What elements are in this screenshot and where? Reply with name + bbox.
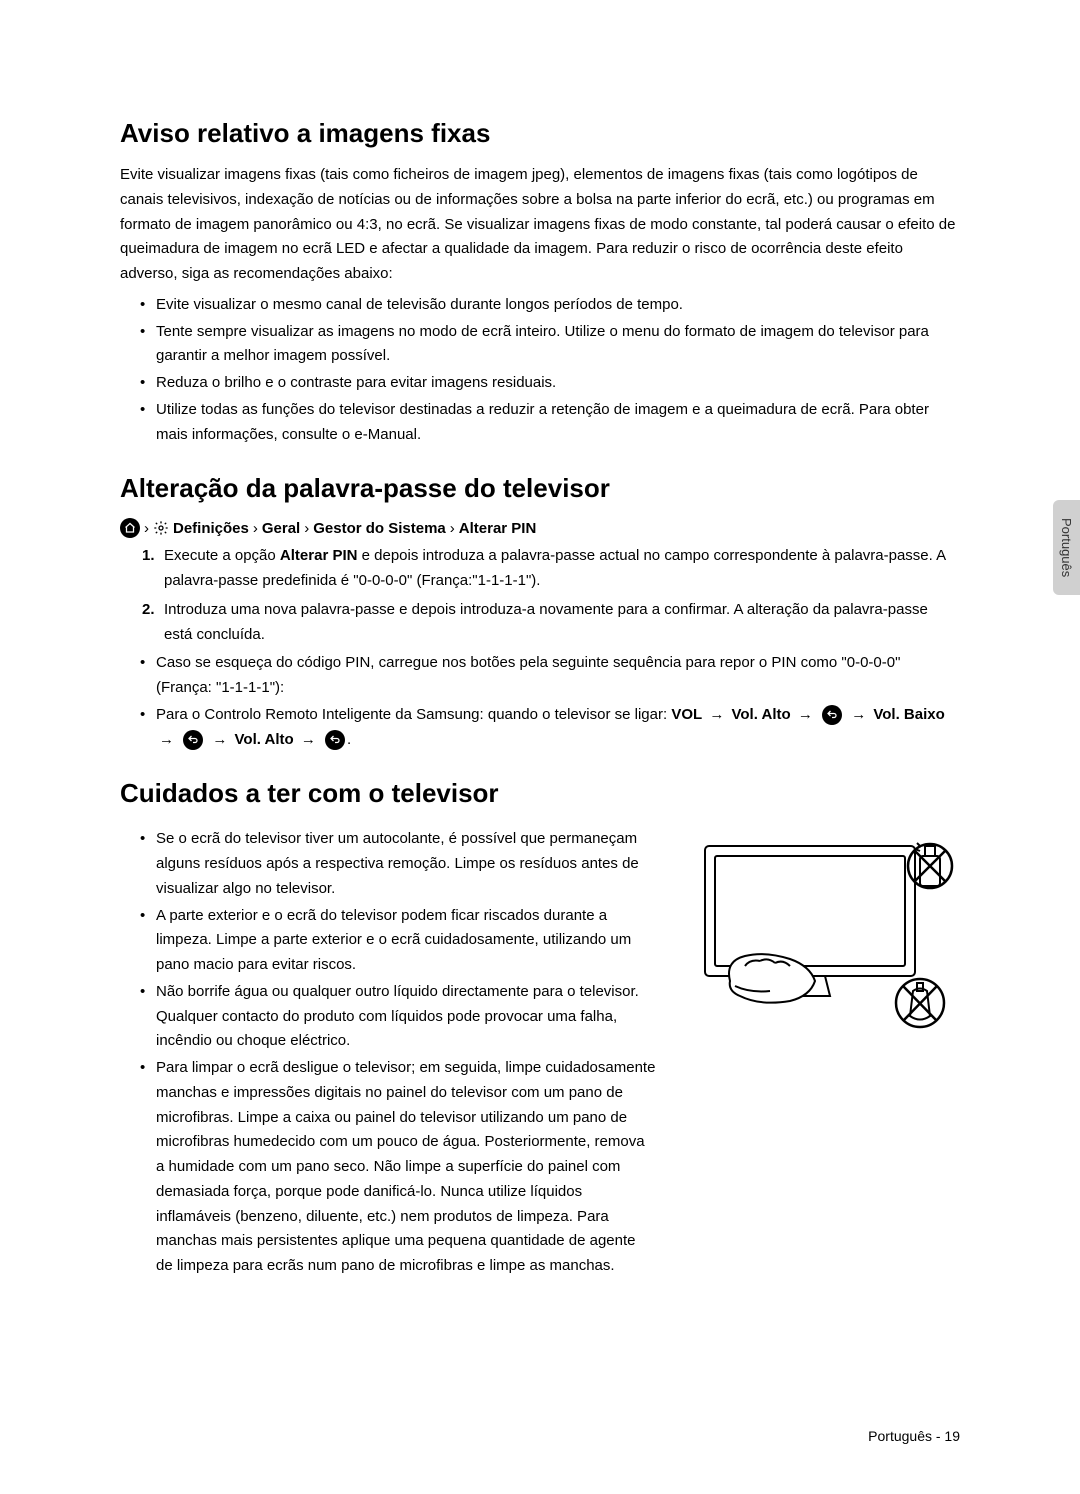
step1-bold: Alterar PIN	[280, 547, 358, 564]
nav-geral: Geral	[262, 520, 300, 537]
chevron-icon: ›	[304, 520, 309, 537]
arrow-icon: →	[159, 731, 174, 748]
arrow-icon: →	[798, 706, 813, 723]
remote-sequence: Para o Controlo Remoto Inteligente da Sa…	[120, 703, 960, 753]
step-2: 2. Introduza uma nova palavra-passe e de…	[142, 598, 960, 648]
bullet-item: Utilize todas as funções do televisor de…	[140, 398, 960, 448]
nav-path: › Definições › Geral › Gestor do Sistema…	[120, 518, 960, 538]
chevron-icon: ›	[253, 520, 258, 537]
chevron-icon: ›	[450, 520, 455, 537]
return-icon	[822, 705, 842, 725]
nav-gestor: Gestor do Sistema	[313, 520, 446, 537]
heading-cuidados: Cuidados a ter com o televisor	[120, 778, 960, 809]
vol-label: VOL	[671, 706, 702, 723]
nav-definicoes: Definições	[173, 520, 249, 537]
bullets-cuidados: Se o ecrã do televisor tiver um autocola…	[120, 827, 656, 1279]
step-1: 1. Execute a opção Alterar PIN e depois …	[142, 544, 960, 594]
nav-alterar: Alterar PIN	[459, 520, 537, 537]
bullets-aviso: Evite visualizar o mesmo canal de televi…	[120, 293, 960, 448]
vol-alto-label: Vol. Alto	[732, 706, 791, 723]
bullet-item: Reduza o brilho e o contraste para evita…	[140, 371, 960, 396]
para-aviso: Evite visualizar imagens fixas (tais com…	[120, 163, 960, 287]
heading-aviso: Aviso relativo a imagens fixas	[120, 118, 960, 149]
gear-icon	[153, 520, 169, 536]
section-alteracao: Alteração da palavra-passe do televisor …	[120, 473, 960, 752]
numbered-steps: 1. Execute a opção Alterar PIN e depois …	[120, 544, 960, 647]
page-footer: Português - 19	[868, 1428, 960, 1444]
return-icon	[183, 730, 203, 750]
heading-alteracao: Alteração da palavra-passe do televisor	[120, 473, 960, 504]
bullets-pin: Caso se esqueça do código PIN, carregue …	[120, 651, 960, 701]
arrow-icon: →	[212, 731, 227, 748]
bullet-pin-forget: Caso se esqueça do código PIN, carregue …	[140, 651, 960, 701]
bullet-item: Não borrife água ou qualquer outro líqui…	[140, 980, 656, 1054]
bullet-item: Se o ecrã do televisor tiver um autocola…	[140, 827, 656, 901]
arrow-icon: →	[851, 706, 866, 723]
bullet-item: A parte exterior e o ecrã do televisor p…	[140, 904, 656, 978]
language-tab: Português	[1053, 500, 1080, 595]
vol-alto-label-2: Vol. Alto	[235, 731, 294, 748]
tv-cleaning-illustration	[680, 823, 960, 1281]
section-cuidados: Cuidados a ter com o televisor Se o ecrã…	[120, 778, 960, 1281]
arrow-icon: →	[301, 731, 316, 748]
arrow-icon: →	[709, 706, 724, 723]
home-icon	[120, 518, 140, 538]
section-aviso: Aviso relativo a imagens fixas Evite vis…	[120, 118, 960, 447]
chevron-icon: ›	[144, 520, 149, 537]
step1-pre: Execute a opção	[164, 547, 280, 564]
vol-baixo-label: Vol. Baixo	[873, 706, 944, 723]
return-icon	[325, 730, 345, 750]
bullet-item: Tente sempre visualizar as imagens no mo…	[140, 320, 960, 370]
remote-pre: Para o Controlo Remoto Inteligente da Sa…	[156, 706, 671, 723]
step2-text: Introduza uma nova palavra-passe e depoi…	[164, 601, 928, 643]
bullet-item: Evite visualizar o mesmo canal de televi…	[140, 293, 960, 318]
bullet-item: Para limpar o ecrã desligue o televisor;…	[140, 1056, 656, 1279]
